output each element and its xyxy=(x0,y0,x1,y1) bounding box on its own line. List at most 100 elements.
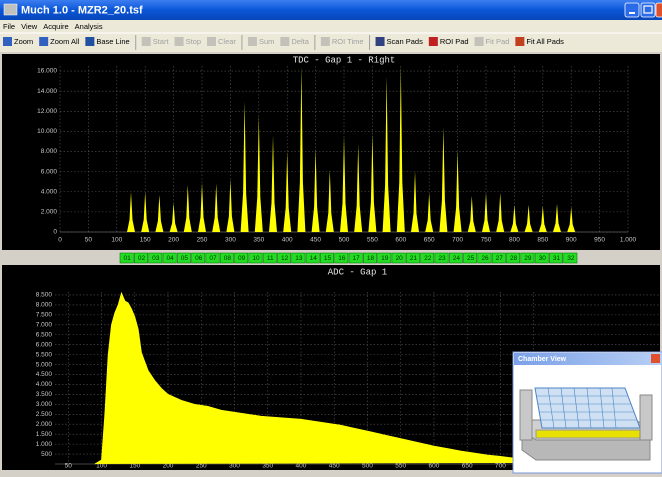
pad-label: 30 xyxy=(539,255,547,262)
pad-label: 27 xyxy=(496,255,504,262)
toolbar-icon xyxy=(515,37,524,46)
y-tick-label: 6.000 xyxy=(36,341,53,348)
chart-title: ADC - Gap 1 xyxy=(328,267,387,277)
y-tick-label: 0 xyxy=(53,229,57,236)
x-tick-label: 50 xyxy=(85,237,93,244)
pad-label: 28 xyxy=(510,255,518,262)
y-tick-label: 3.000 xyxy=(36,401,53,408)
chamber-close[interactable] xyxy=(651,354,660,363)
x-tick-label: 950 xyxy=(594,237,605,244)
pad-label: 24 xyxy=(453,255,461,262)
x-tick-label: 100 xyxy=(111,237,122,244)
pad-label: 12 xyxy=(281,255,289,262)
x-tick-label: 0 xyxy=(58,237,62,244)
chamber-side-block xyxy=(640,395,652,440)
toolbar-icon xyxy=(429,37,438,46)
y-tick-label: 16.000 xyxy=(37,68,57,75)
y-tick-label: 10.000 xyxy=(37,128,57,135)
x-tick-label: 1.000 xyxy=(620,237,637,244)
close-button[interactable] xyxy=(656,3,662,17)
menu-item[interactable]: Acquire xyxy=(43,22,68,31)
menu-item[interactable]: Analysis xyxy=(75,22,103,31)
y-tick-label: 8.000 xyxy=(41,148,58,155)
y-tick-label: 8.000 xyxy=(36,302,53,309)
pad-label: 31 xyxy=(553,255,561,262)
pad-label: 22 xyxy=(424,255,432,262)
y-tick-label: 6.500 xyxy=(36,331,53,338)
pad-label: 32 xyxy=(567,255,575,262)
minimize-button[interactable] xyxy=(625,3,639,17)
app-icon xyxy=(4,4,17,15)
y-tick-label: 14.000 xyxy=(37,88,57,95)
pad-label: 26 xyxy=(481,255,489,262)
x-tick-label: 350 xyxy=(253,237,264,244)
x-tick-label: 550 xyxy=(367,237,378,244)
toolbar-button: Stop xyxy=(186,37,201,46)
toolbar-icon xyxy=(3,37,12,46)
x-tick-label: 750 xyxy=(481,237,492,244)
toolbar-button: Start xyxy=(153,37,170,46)
y-tick-label: 4.500 xyxy=(36,371,53,378)
chamber-view-window: Chamber View xyxy=(513,352,662,473)
pad-label: 25 xyxy=(467,255,475,262)
x-tick-label: 250 xyxy=(197,237,208,244)
pad-label: 08 xyxy=(224,255,232,262)
x-tick-label: 300 xyxy=(225,237,236,244)
y-tick-label: 1.000 xyxy=(36,441,53,448)
y-tick-label: 500 xyxy=(41,451,52,458)
pad-label: 29 xyxy=(524,255,532,262)
x-tick-label: 150 xyxy=(140,237,151,244)
toolbar-icon xyxy=(39,37,48,46)
window-title: Much 1.0 - MZR2_20.tsf xyxy=(21,4,143,16)
x-tick-label: 850 xyxy=(537,237,548,244)
pad-label: 17 xyxy=(353,255,361,262)
pad-label: 19 xyxy=(381,255,389,262)
toolbar-button[interactable]: Base Line xyxy=(96,37,129,46)
chart-title: TDC - Gap 1 - Right xyxy=(293,55,396,65)
x-tick-label: 700 xyxy=(452,237,463,244)
toolbar-button[interactable]: Scan Pads xyxy=(387,37,424,46)
app-window: Much 1.0 - MZR2_20.tsf File View Acquire An… xyxy=(0,0,662,477)
toolbar-button: Fit Pad xyxy=(486,37,510,46)
minimize-icon xyxy=(629,12,635,14)
toolbar-icon xyxy=(280,37,289,46)
y-tick-label: 1.500 xyxy=(36,431,53,438)
toolbar-button[interactable]: Zoom All xyxy=(50,37,80,46)
y-tick-label: 7.500 xyxy=(36,312,53,319)
pad-label: 09 xyxy=(238,255,246,262)
toolbar-button: Clear xyxy=(218,37,236,46)
pad-label: 07 xyxy=(209,255,217,262)
x-tick-label: 650 xyxy=(424,237,435,244)
toolbar-icon xyxy=(376,37,385,46)
x-tick-label: 500 xyxy=(339,237,350,244)
toolbar-button: Sum xyxy=(259,37,274,46)
x-tick-label: 800 xyxy=(509,237,520,244)
toolbar-button[interactable]: ROI Pad xyxy=(440,37,469,46)
y-tick-label: 5.000 xyxy=(36,361,53,368)
menu-item[interactable]: View xyxy=(21,22,38,31)
y-tick-label: 2.000 xyxy=(41,209,58,216)
toolbar-icon xyxy=(85,37,94,46)
pad-label: 18 xyxy=(367,255,375,262)
y-tick-label: 3.500 xyxy=(36,391,53,398)
maximize-button[interactable] xyxy=(641,3,655,17)
pad-label: 15 xyxy=(324,255,332,262)
x-tick-label: 400 xyxy=(282,237,293,244)
toolbar-button[interactable]: Fit All Pads xyxy=(526,37,564,46)
pad-label: 11 xyxy=(267,255,274,262)
y-tick-label: 4.000 xyxy=(36,381,53,388)
chamber-yellow-slab xyxy=(536,430,650,438)
toolbar-button[interactable]: Zoom xyxy=(14,37,33,46)
menu-item[interactable]: File xyxy=(3,22,15,31)
y-tick-label: 12.000 xyxy=(37,108,57,115)
pad-label: 10 xyxy=(252,255,260,262)
toolbar-icon xyxy=(248,37,257,46)
y-tick-label: 5.500 xyxy=(36,351,53,358)
pad-label: 01 xyxy=(124,255,132,262)
y-tick-label: 2.500 xyxy=(36,411,53,418)
chamber-side-block xyxy=(520,390,532,440)
y-tick-label: 4.000 xyxy=(41,188,58,195)
toolbar-button: Delta xyxy=(291,37,309,46)
y-tick-label: 2.000 xyxy=(36,421,53,428)
y-tick-label: 6.000 xyxy=(41,168,58,175)
